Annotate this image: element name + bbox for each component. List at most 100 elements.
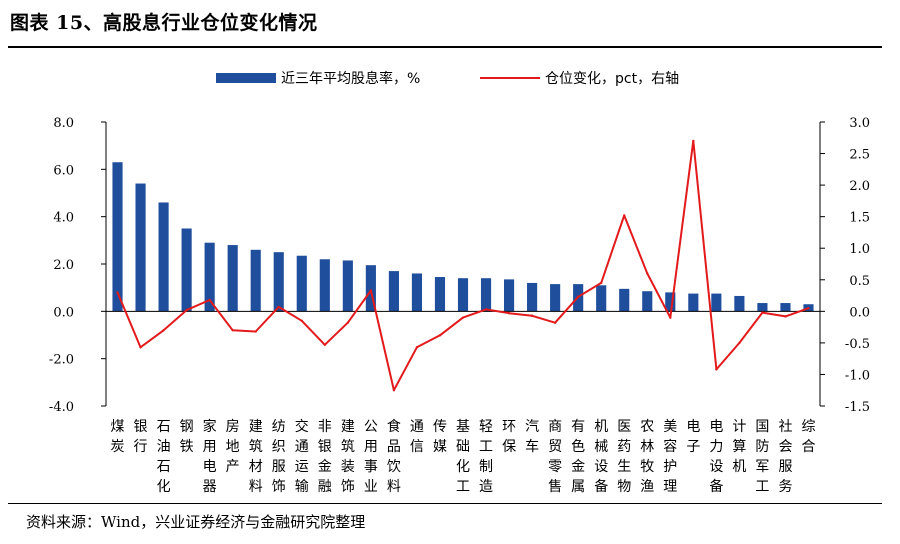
category-label: 轻工制造 bbox=[479, 419, 493, 495]
dividend-bar bbox=[757, 303, 768, 312]
dividend-bar bbox=[365, 265, 376, 312]
position-change-line bbox=[116, 139, 809, 392]
dividend-bar bbox=[665, 292, 676, 312]
category-label: 基础化工 bbox=[456, 418, 470, 495]
dividend-bar bbox=[642, 291, 653, 312]
dividend-bar bbox=[135, 183, 146, 312]
dividend-bar bbox=[250, 249, 261, 312]
position-change-point bbox=[807, 306, 810, 310]
left-tick-label: 0.0 bbox=[53, 305, 74, 320]
dividend-bar bbox=[204, 242, 215, 312]
left-tick-label: -2.0 bbox=[49, 353, 74, 368]
position-change-point bbox=[185, 308, 188, 312]
dividend-bar bbox=[434, 277, 446, 312]
dividend-bar bbox=[388, 271, 399, 312]
category-label: 建筑材料 bbox=[249, 419, 263, 495]
category-label: 家用电器 bbox=[203, 418, 217, 495]
category-label: 医药生物 bbox=[617, 419, 631, 495]
left-tick-label: 2.0 bbox=[53, 258, 74, 273]
category-label: 非银金融 bbox=[318, 419, 332, 495]
right-tick-label: 2.0 bbox=[849, 179, 870, 194]
category-label: 计算机 bbox=[732, 419, 746, 475]
position-change-point bbox=[576, 295, 580, 299]
position-change-point bbox=[715, 368, 718, 371]
legend-line-label: 仓位变化，pct，右轴 bbox=[545, 71, 679, 87]
category-label: 交通运输 bbox=[295, 418, 309, 495]
dividend-bar bbox=[527, 282, 538, 312]
dividend-bar bbox=[227, 245, 238, 312]
category-label: 国防军工 bbox=[755, 419, 769, 495]
position-change-point bbox=[623, 214, 626, 217]
position-change-point bbox=[692, 139, 695, 143]
position-change-point bbox=[277, 305, 280, 309]
position-change-point bbox=[507, 312, 511, 315]
title-rule bbox=[8, 46, 882, 48]
dividend-bar bbox=[112, 162, 123, 312]
category-label: 传媒 bbox=[433, 419, 447, 455]
position-change-point bbox=[231, 329, 234, 332]
position-change-point bbox=[323, 343, 327, 346]
left-tick-label: 6.0 bbox=[53, 163, 74, 178]
category-label: 农林牧渔 bbox=[640, 419, 654, 495]
category-label: 纺织服饰 bbox=[272, 419, 286, 495]
position-change-point bbox=[369, 289, 373, 292]
position-change-point bbox=[415, 346, 419, 349]
legend-bar-swatch bbox=[216, 73, 276, 83]
dividend-bar bbox=[480, 278, 492, 312]
position-change-point bbox=[208, 298, 211, 302]
category-label: 电力设备 bbox=[709, 419, 723, 495]
dividend-bar bbox=[780, 303, 791, 312]
position-change-point bbox=[784, 315, 787, 318]
legend-bar-label: 近三年平均股息率，% bbox=[281, 70, 420, 87]
category-label: 综合 bbox=[801, 419, 815, 455]
right-tick-label: -0.5 bbox=[845, 337, 870, 352]
category-label: 通信 bbox=[410, 419, 424, 455]
dividend-bar bbox=[342, 260, 353, 312]
position-change-point bbox=[761, 311, 764, 314]
dividend-bar bbox=[181, 228, 192, 312]
category-label: 美容护理 bbox=[663, 419, 677, 495]
category-label: 钢铁 bbox=[180, 419, 194, 455]
left-tick-label: 4.0 bbox=[53, 211, 74, 226]
position-change-point bbox=[553, 321, 557, 324]
category-label: 煤炭 bbox=[111, 419, 125, 455]
category-label: 社会服务 bbox=[778, 419, 792, 495]
right-tick-label: 0.0 bbox=[849, 305, 870, 320]
category-label: 环保 bbox=[502, 419, 516, 455]
category-label: 电子 bbox=[686, 419, 700, 455]
right-tick-label: 3.0 bbox=[849, 116, 870, 131]
right-tick-label: 0.5 bbox=[849, 274, 870, 289]
right-tick-label: -1.5 bbox=[845, 400, 870, 415]
category-label: 食品饮料 bbox=[387, 418, 401, 495]
source-note: 资料来源：Wind，兴业证券经济与金融研究院整理 bbox=[26, 513, 366, 531]
position-change-point bbox=[599, 281, 603, 285]
position-change-point bbox=[669, 316, 672, 319]
position-change-point bbox=[346, 321, 350, 324]
dividend-bar bbox=[319, 259, 330, 312]
position-change-point bbox=[139, 346, 142, 349]
dividend-bar bbox=[158, 202, 169, 312]
left-tick-label: -4.0 bbox=[49, 400, 74, 415]
position-change-point bbox=[530, 314, 534, 317]
footer-rule bbox=[8, 503, 882, 504]
position-change-point bbox=[116, 291, 119, 294]
right-tick-label: 2.5 bbox=[849, 148, 870, 163]
category-label: 有色金属 bbox=[571, 419, 585, 495]
position-change-point bbox=[392, 389, 396, 392]
position-change-point bbox=[484, 308, 488, 311]
dividend-bar bbox=[503, 279, 515, 312]
position-change-point bbox=[162, 329, 165, 332]
category-label: 房地产 bbox=[226, 419, 240, 475]
category-label: 汽车 bbox=[525, 419, 539, 455]
right-tick-label: 1.0 bbox=[849, 242, 870, 257]
dividend-bar bbox=[688, 293, 699, 312]
dividend-bar bbox=[411, 273, 423, 312]
category-label: 商贸零售 bbox=[548, 419, 562, 495]
dividend-bar bbox=[619, 288, 630, 312]
category-label: 银行 bbox=[134, 419, 148, 455]
category-label: 机械设备 bbox=[594, 419, 608, 495]
category-label: 建筑装饰 bbox=[341, 419, 355, 495]
dividend-bar bbox=[296, 255, 307, 312]
position-change-point bbox=[300, 319, 303, 322]
dividend-bar bbox=[457, 278, 469, 312]
